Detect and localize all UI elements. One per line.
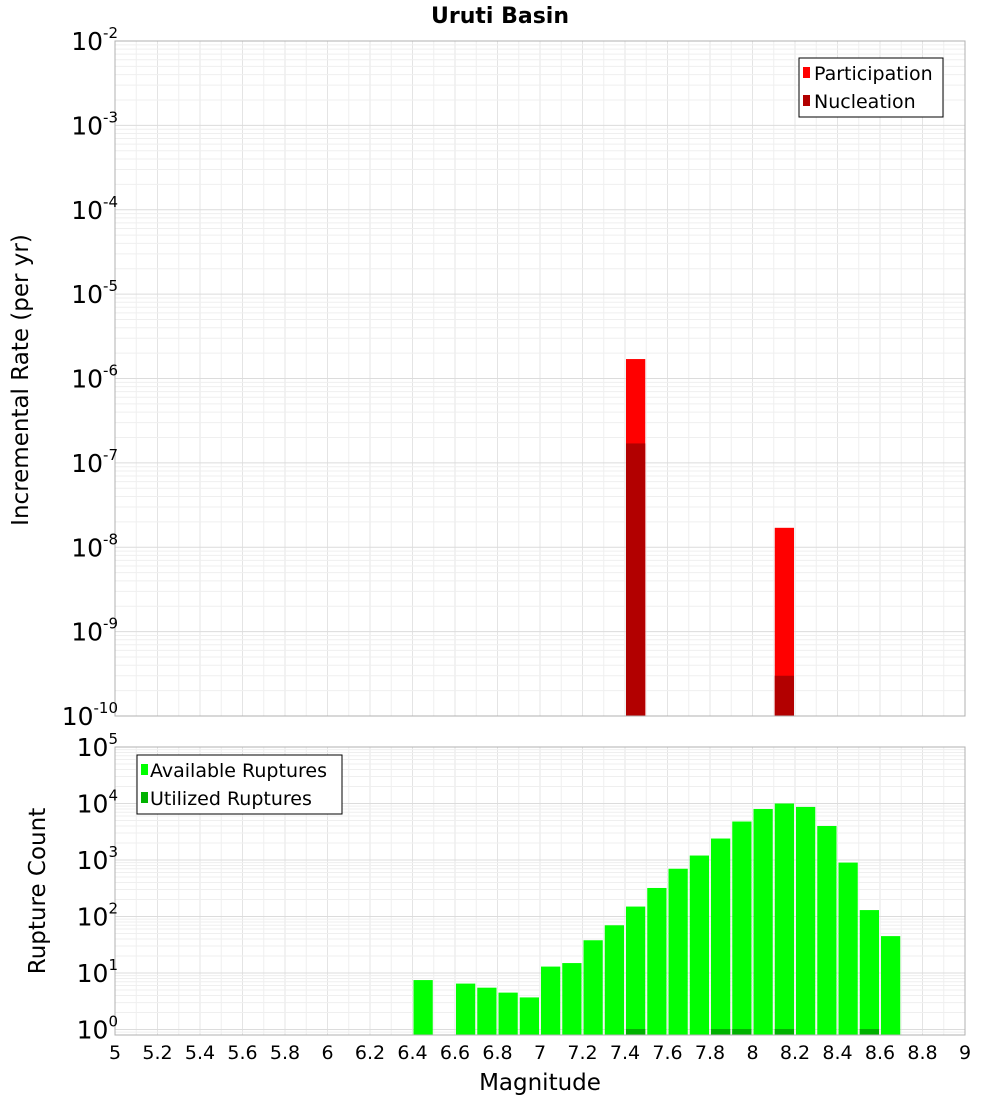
magnitude-x-tick-label: 6 [321, 1042, 333, 1064]
rate-legend-box [798, 57, 944, 118]
count-bar-available-ruptures [711, 838, 731, 1035]
rate-bar-participation [774, 527, 794, 716]
legend-label-available-ruptures: Available Ruptures [150, 760, 327, 782]
count-bar-available-ruptures [413, 980, 433, 1035]
rate-gridlines [114, 40, 966, 717]
count-bar-available-ruptures [583, 940, 603, 1035]
count-bar-available-ruptures [456, 983, 476, 1035]
count-bar-available-ruptures [732, 821, 752, 1035]
magnitude-x-tick-label: 6.8 [482, 1042, 512, 1064]
count-bar-available-ruptures [541, 966, 561, 1035]
magnitude-x-tick-label: 5.6 [227, 1042, 257, 1064]
count-bar-utilized-ruptures [711, 1029, 731, 1035]
count-bar-available-ruptures [626, 906, 646, 1035]
rate-y-tick-label: 10-9 [71, 615, 118, 647]
rate-bar-nucleation [626, 443, 646, 716]
magnitude-x-tick-label: 7 [534, 1042, 546, 1064]
count-bar-utilized-ruptures [774, 1029, 794, 1035]
count-y-axis-label: Rupture Count [25, 808, 51, 974]
magnitude-x-tick-label: 8.2 [780, 1042, 810, 1064]
magnitude-x-tick-label: 7.6 [652, 1042, 682, 1064]
count-plot-border [114, 746, 966, 1036]
magnitude-x-tick-label: 5.2 [142, 1042, 172, 1064]
count-bar-available-ruptures [838, 862, 858, 1035]
count-bar-utilized-ruptures [626, 1029, 646, 1035]
magnitude-x-tick-label: 8.4 [822, 1042, 852, 1064]
magnitude-x-tick-label: 6.6 [440, 1042, 470, 1064]
count-bar-available-ruptures [562, 963, 582, 1035]
legend-label-participation: Participation [814, 63, 933, 85]
count-bar-available-ruptures [689, 855, 709, 1035]
count-legend: Available Ruptures Utilized Ruptures [136, 754, 343, 815]
magnitude-x-tick-label: 5.8 [270, 1042, 300, 1064]
count-y-tick-label: 103 [77, 843, 118, 875]
count-bar-available-ruptures [668, 868, 688, 1035]
count-bar-utilized-ruptures [859, 1029, 879, 1035]
magnitude-x-tick-label: 7.4 [610, 1042, 640, 1064]
rate-plot-border [114, 40, 966, 717]
rate-bar-nucleation [774, 675, 794, 716]
magnitude-x-tick-label: 6.4 [397, 1042, 427, 1064]
count-bar-utilized-ruptures [732, 1029, 752, 1035]
count-bar-available-ruptures [796, 806, 816, 1035]
magnitude-x-tick-label: 8.8 [907, 1042, 937, 1064]
magnitude-x-tick-label: 6.2 [355, 1042, 385, 1064]
count-legend-box [136, 754, 343, 815]
rate-bars [626, 359, 794, 716]
magnitude-x-tick-label: 5 [109, 1042, 121, 1064]
legend-label-nucleation: Nucleation [814, 91, 916, 113]
count-bar-available-ruptures [519, 997, 539, 1035]
rate-panel: 10-210-310-410-510-610-710-810-910-10 [62, 24, 966, 731]
legend-swatch-participation [803, 67, 810, 78]
magnitude-x-tick-label: 8.6 [865, 1042, 895, 1064]
count-bar-available-ruptures [498, 992, 518, 1035]
legend-swatch-utilized-ruptures [141, 792, 148, 803]
count-bar-available-ruptures [753, 808, 773, 1035]
magnitude-x-tick-label: 9 [959, 1042, 971, 1064]
magnitude-x-tick-label: 7.8 [695, 1042, 725, 1064]
rate-y-axis-label: Incremental Rate (per yr) [8, 234, 34, 526]
count-bars [413, 803, 901, 1035]
count-bar-available-ruptures [881, 936, 901, 1035]
magnitude-x-tick-labels: 5 5.2 5.4 5.6 5.8 6 6.2 6.4 6.6 6.8 7 7.2 7.4 7.6 7.8 8… [109, 1042, 971, 1064]
magnitude-x-tick-label: 5.4 [185, 1042, 215, 1064]
count-y-tick-label: 100 [77, 1013, 118, 1045]
legend-swatch-nucleation [803, 95, 810, 106]
count-bar-available-ruptures [604, 925, 624, 1035]
count-bar-available-ruptures [477, 987, 497, 1035]
rate-y-tick-labels: 10-210-310-410-510-610-710-810-910-10 [62, 24, 118, 731]
magnitude-x-tick-label: 7.2 [567, 1042, 597, 1064]
legend-swatch-available-ruptures [141, 764, 148, 775]
count-bar-available-ruptures [817, 825, 837, 1035]
rate-legend: Participation Nucleation [798, 57, 944, 118]
legend-label-utilized-ruptures: Utilized Ruptures [150, 788, 312, 810]
count-bar-available-ruptures [859, 910, 879, 1035]
count-bar-available-ruptures [774, 803, 794, 1035]
magnitude-x-axis-label: Magnitude [479, 1070, 601, 1096]
count-bar-available-ruptures [647, 887, 667, 1035]
magnitude-x-tick-label: 8 [746, 1042, 758, 1064]
chart-title: Uruti Basin [431, 4, 569, 29]
